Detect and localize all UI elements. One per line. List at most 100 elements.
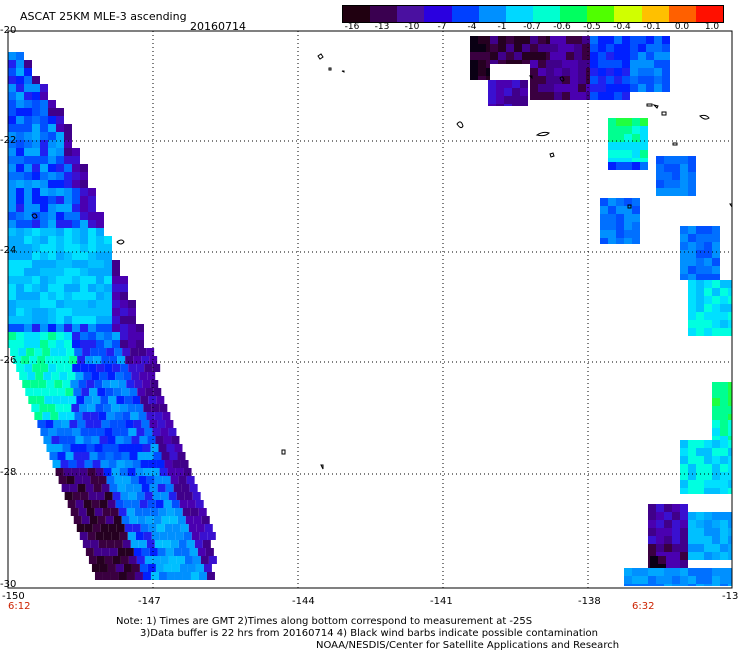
swath-cell	[179, 564, 188, 572]
swath-cell	[640, 568, 648, 576]
swath-cell	[131, 436, 140, 444]
swath-cell	[608, 134, 616, 142]
swath-cell	[32, 76, 40, 84]
swath-cell	[151, 404, 160, 412]
swath-cell	[183, 468, 192, 476]
swath-cell	[720, 576, 728, 584]
swath-cell	[116, 396, 125, 404]
swath-cell	[680, 226, 688, 234]
swath-cell	[40, 228, 48, 236]
swath-cell	[712, 312, 720, 320]
swath-cell	[115, 500, 124, 508]
swath-cell	[8, 204, 16, 212]
swath-cell	[132, 460, 141, 468]
swath-cell	[696, 274, 704, 280]
swath-cell	[632, 158, 640, 162]
swath-cell	[120, 332, 128, 340]
swath-cell	[96, 268, 104, 276]
swath-cell	[550, 52, 558, 60]
swath-cell	[64, 284, 72, 292]
swath-cell	[58, 348, 67, 356]
swath-cell	[32, 164, 40, 172]
swath-cell	[64, 188, 72, 196]
swath-cell	[189, 484, 198, 492]
swath-cell	[117, 548, 126, 556]
swath-cell	[102, 380, 111, 388]
swath-cell	[140, 524, 149, 532]
swath-cell	[720, 552, 728, 560]
island-outline	[341, 70, 345, 73]
swath-cell	[128, 492, 137, 500]
swath-cell	[160, 556, 169, 564]
swath-cell	[113, 452, 122, 460]
swath-cell	[632, 206, 640, 214]
swath-cell	[16, 316, 24, 324]
swath-cell	[121, 516, 130, 524]
swath-right	[470, 36, 732, 586]
swath-cell	[157, 484, 166, 492]
swath-cell	[48, 364, 57, 372]
swath-cell	[640, 158, 648, 162]
swath-cell	[125, 420, 134, 428]
swath-cell	[62, 444, 71, 452]
colorbar-label: -0.6	[553, 22, 571, 32]
swath-cell	[728, 406, 732, 414]
swath-cell	[640, 134, 648, 142]
swath-cell	[37, 420, 46, 428]
swath-cell	[115, 564, 124, 572]
colorbar-segment	[397, 6, 425, 22]
swath-cell	[704, 464, 712, 472]
swath-cell	[76, 524, 85, 532]
swath-cell	[590, 36, 598, 44]
swath-cell	[704, 568, 712, 576]
swath-cell	[30, 380, 39, 388]
swath-cell	[704, 512, 712, 520]
swath-cell	[24, 180, 32, 188]
swath-cell	[688, 488, 696, 494]
swath-cell	[728, 544, 732, 552]
swath-cell	[598, 84, 606, 92]
swath-cell	[81, 452, 90, 460]
swath-cell	[696, 480, 704, 488]
swath-cell	[664, 156, 672, 164]
swath-cell	[712, 440, 720, 448]
swath-cell	[538, 92, 546, 100]
swath-cell	[164, 460, 173, 468]
swath-cell	[62, 380, 71, 388]
swath-cell	[88, 492, 97, 500]
swath-cell	[728, 288, 732, 296]
swath-cell	[46, 444, 55, 452]
swath-cell	[632, 150, 640, 158]
swath-cell	[720, 304, 728, 312]
swath-cell	[142, 508, 151, 516]
swath-cell	[32, 100, 40, 108]
swath-cell	[566, 52, 574, 60]
swath-cell	[40, 156, 48, 164]
swath-cell	[177, 452, 186, 460]
swath-cell	[624, 150, 632, 158]
swath-cell	[696, 464, 704, 472]
swath-cell	[80, 228, 88, 236]
swath-cell	[137, 452, 146, 460]
swath-cell	[24, 196, 32, 204]
swath-cell	[128, 340, 136, 348]
swath-cell	[64, 300, 72, 308]
swath-cell	[614, 52, 622, 60]
swath-cell	[104, 428, 113, 436]
swath-cell	[40, 292, 48, 300]
swath-cell	[74, 412, 83, 420]
swath-cell	[27, 372, 36, 380]
swath-cell	[688, 280, 696, 288]
swath-cell	[638, 60, 646, 68]
swath-cell	[162, 412, 171, 420]
swath-cell	[8, 84, 16, 92]
swath-cell	[550, 44, 558, 52]
swath-cell	[712, 480, 720, 488]
swath-cell	[640, 162, 648, 170]
swath-cell	[616, 126, 624, 134]
swath-cell	[24, 76, 32, 84]
swath-cell	[200, 556, 209, 564]
swath-cell	[112, 300, 120, 308]
swath-cell	[39, 404, 48, 412]
swath-cell	[56, 260, 64, 268]
